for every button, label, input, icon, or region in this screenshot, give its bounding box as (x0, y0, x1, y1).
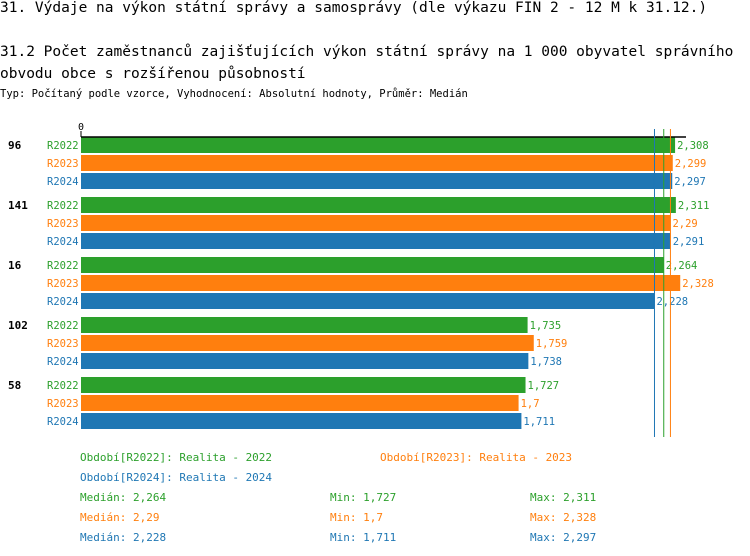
bar (81, 335, 534, 351)
data-label: 2,297 (674, 176, 706, 188)
series-label: R2023 (47, 338, 79, 350)
bar (81, 353, 529, 369)
series-label: R2022 (47, 380, 79, 392)
chart-title: 31.2 Počet zaměstnanců zajišťujících výk… (0, 44, 734, 82)
series-label: R2023 (47, 278, 79, 290)
series-label: R2022 (47, 260, 79, 272)
stat-max: Max: 2,311 (530, 491, 597, 504)
bar (81, 413, 522, 429)
stat-max: Max: 2,297 (530, 531, 597, 544)
series-label: R2024 (47, 416, 79, 428)
data-label: 2,228 (656, 296, 688, 308)
category-label: 141 (8, 199, 28, 212)
stat-min: Min: 1,711 (330, 531, 397, 544)
bar (81, 173, 673, 189)
legend-item-r2024: Období[R2024]: Realita - 2024 (80, 471, 273, 484)
legend-item-r2023: Období[R2023]: Realita - 2023 (380, 451, 573, 464)
bar (81, 275, 681, 291)
bar (81, 137, 676, 153)
series-label: R2023 (47, 158, 79, 170)
data-label: 1,727 (528, 380, 560, 392)
category-label: 102 (8, 319, 28, 332)
series-label: R2022 (47, 320, 79, 332)
bar (81, 377, 526, 393)
data-label: 1,7 (521, 398, 540, 410)
stat-median: Medián: 2,29 (80, 511, 160, 524)
category-label: 96 (8, 139, 22, 152)
bar (81, 233, 671, 249)
bar (81, 197, 676, 213)
page-title: 31. Výdaje na výkon státní správy a samo… (0, 0, 708, 16)
data-label: 2,264 (666, 260, 698, 272)
stat-median: Medián: 2,264 (80, 491, 167, 504)
series-label: R2023 (47, 398, 79, 410)
data-label: 1,735 (530, 320, 562, 332)
series-label: R2023 (47, 218, 79, 230)
data-label: 1,759 (536, 338, 568, 350)
stat-median: Medián: 2,228 (80, 531, 167, 544)
data-label: 1,738 (530, 356, 562, 368)
series-label: R2024 (47, 356, 79, 368)
series-label: R2022 (47, 140, 79, 152)
data-label: 2,299 (675, 158, 707, 170)
stat-max: Max: 2,328 (530, 511, 597, 524)
stat-min: Min: 1,727 (330, 491, 397, 504)
data-label: 2,291 (673, 236, 705, 248)
category-label: 16 (8, 259, 22, 272)
data-label: 2,328 (682, 278, 714, 290)
bar (81, 155, 673, 171)
category-label: 58 (8, 379, 21, 392)
bar (81, 215, 671, 231)
x-tick-label: 0 (78, 122, 84, 133)
bar (81, 317, 528, 333)
series-label: R2024 (47, 176, 79, 188)
bar (81, 293, 655, 309)
data-label: 2,29 (672, 218, 697, 230)
series-label: R2024 (47, 296, 79, 308)
bar (81, 257, 664, 273)
stat-min: Min: 1,7 (330, 511, 383, 524)
series-label: R2022 (47, 200, 79, 212)
series-label: R2024 (47, 236, 79, 248)
bar (81, 395, 519, 411)
data-label: 2,311 (678, 200, 710, 212)
data-label: 2,308 (677, 140, 709, 152)
legend-item-r2022: Období[R2022]: Realita - 2022 (80, 451, 273, 464)
chart-info: Typ: Počítaný podle vzorce, Vyhodnocení:… (0, 88, 468, 100)
data-label: 1,711 (523, 416, 555, 428)
